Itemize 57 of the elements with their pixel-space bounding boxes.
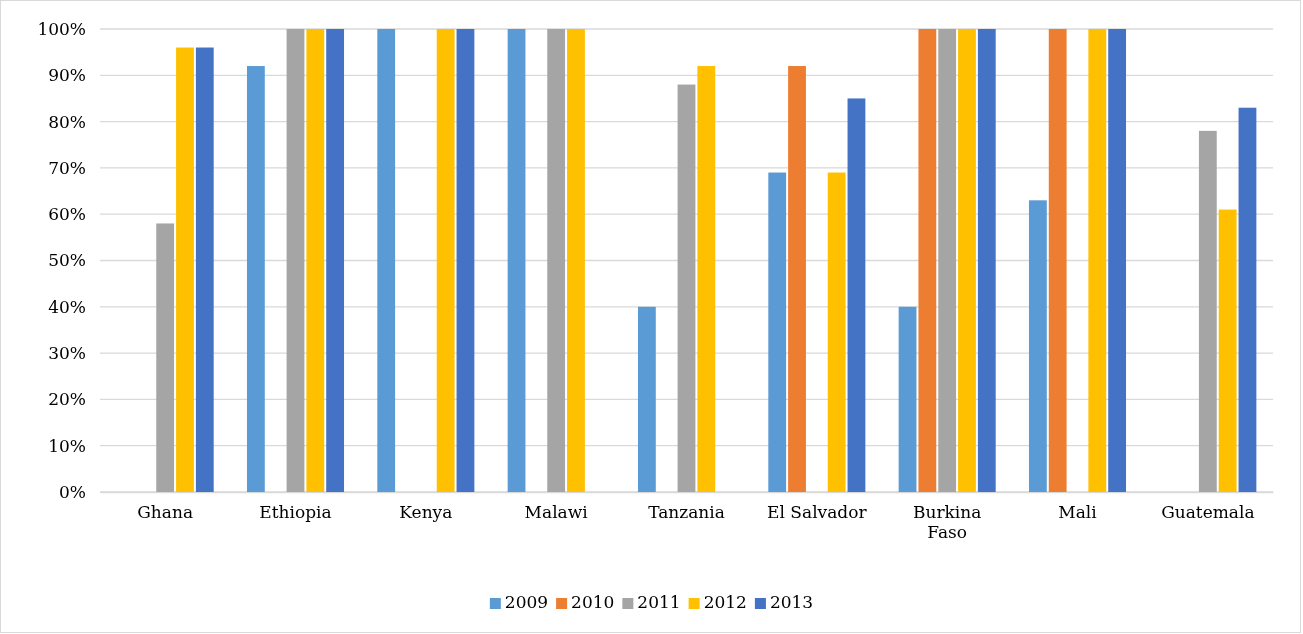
x-tick-label: Mali	[1058, 502, 1098, 523]
bar	[1088, 29, 1107, 492]
bar	[847, 98, 866, 492]
bar	[1028, 200, 1047, 492]
bar	[977, 29, 996, 492]
y-tick-label: 0%	[59, 481, 86, 502]
legend-label: 2011	[637, 592, 681, 612]
y-tick-label: 40%	[48, 296, 86, 317]
bar	[567, 29, 585, 492]
legend-label: 2009	[504, 592, 549, 612]
bar	[195, 47, 214, 492]
y-tick-label: 100%	[37, 18, 86, 39]
x-tick-label: Burkina Faso	[912, 502, 982, 542]
bar	[176, 47, 194, 492]
bar	[898, 306, 917, 492]
bar	[938, 29, 957, 492]
y-tick-label: 10%	[48, 435, 86, 456]
bar	[1048, 29, 1067, 492]
bar	[1238, 107, 1257, 492]
y-tick-label: 80%	[48, 111, 86, 132]
y-tick-label: 90%	[48, 65, 86, 86]
bar	[246, 66, 265, 492]
y-tick-label: 50%	[48, 250, 86, 271]
bar	[377, 29, 396, 492]
bar	[326, 29, 345, 492]
bar	[547, 29, 566, 492]
x-tick-label: Ethiopia	[259, 502, 332, 523]
legend-label: 2010	[571, 592, 615, 612]
bar	[156, 223, 175, 492]
x-tick-label: El Salvador	[767, 502, 868, 523]
bar	[918, 29, 937, 492]
y-tick-label: 20%	[48, 389, 86, 410]
x-tick-label: Malawi	[524, 502, 589, 523]
y-tick-label: 70%	[48, 157, 86, 178]
x-tick-label: Guatemala	[1161, 502, 1255, 523]
bar	[697, 66, 716, 492]
x-tick-label: Tanzania	[648, 502, 725, 523]
x-tick-label: Ghana	[137, 502, 194, 523]
bar	[958, 29, 976, 492]
bar	[507, 29, 526, 492]
bar	[1218, 209, 1237, 492]
bar	[306, 29, 325, 492]
bar	[456, 29, 475, 492]
bar	[788, 66, 806, 492]
y-tick-label: 30%	[48, 343, 86, 364]
bar	[637, 306, 656, 492]
bar	[1108, 29, 1127, 492]
bar	[677, 84, 696, 492]
bar	[286, 29, 305, 492]
bar	[1198, 130, 1217, 492]
bar	[436, 29, 455, 492]
bar	[768, 172, 787, 492]
bar	[827, 172, 846, 492]
x-tick-label: Kenya	[399, 502, 453, 523]
y-tick-label: 60%	[48, 204, 86, 225]
legend-label: 2013	[769, 592, 814, 612]
legend-label: 2012	[703, 592, 747, 612]
